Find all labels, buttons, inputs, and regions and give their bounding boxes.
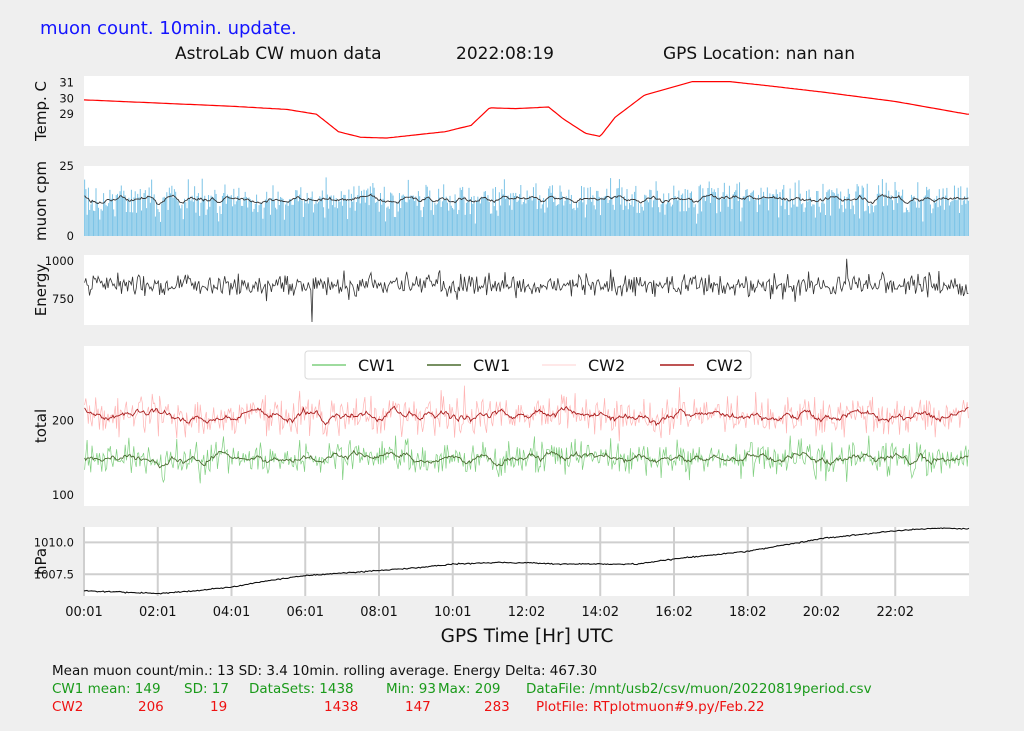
legend-label: CW1 [473,356,510,375]
total-legend: CW1 CW1 CW2 CW2 [304,350,752,380]
panel-2-background [84,166,969,236]
xtick-label: 22:02 [877,605,914,620]
cw1-datafile: DataFile: /mnt/usb2/csv/muon/20220819per… [526,681,872,697]
panel-1-background [84,76,969,146]
cw2-mean: 206 [138,699,164,715]
ytick-label: 1000 [45,254,74,268]
pressure-line [83,527,970,595]
ytick-label: 750 [52,292,74,306]
xtick-label: 20:02 [803,605,840,620]
xtick-label: 18:02 [729,605,766,620]
ylabel-muon_cpm: muon cpm [32,161,50,241]
xlabel: GPS Time [Hr] UTC [441,626,614,647]
xtick-label: 08:01 [360,605,397,620]
cw2-avg-line [84,405,969,427]
cw1-datasets: DataSets: 1438 [249,681,354,697]
ytick-label: 31 [59,75,74,89]
xtick-label: 06:01 [287,605,324,620]
legend-label: CW2 [588,356,625,375]
temperature-line [83,81,970,139]
ytick-label: 1007.5 [34,567,74,581]
chart-date: 2022:08:19 [456,44,554,64]
ytick-label: 30 [59,91,74,105]
ylabel-total: total [32,409,50,443]
update-note: muon count. 10min. update. [40,18,297,39]
muon-cpm-avg-line [84,193,969,205]
ytick-label: 1010.0 [34,535,74,549]
cw1-min: Min: 93 [386,681,436,697]
cw1-mean: CW1 mean: 149 [52,681,161,697]
chart-title: AstroLab CW muon data [175,44,382,64]
pressure-grid [83,527,969,596]
cw1-raw-line [84,435,969,484]
cw2-label: CW2 [52,699,84,715]
ytick-label: 25 [59,159,74,173]
cw2-min: 147 [405,699,431,715]
xtick-label: 02:01 [139,605,176,620]
cw1-avg-line [84,449,969,469]
legend-label: CW1 [358,356,395,375]
xtick-label: 00:01 [65,605,102,620]
ytick-label: 0 [67,229,74,243]
cw2-sd: 19 [210,699,228,715]
xtick-label: 14:02 [582,605,619,620]
energy-line [84,258,969,323]
xtick-label: 12:02 [508,605,545,620]
legend-box [304,350,752,380]
ytick-label: 200 [52,413,74,427]
cw2-raw-line [84,385,969,442]
ytick-label: 29 [59,107,74,121]
gps-location: GPS Location: nan nan [663,44,855,64]
cw1-max: Max: 209 [438,681,501,697]
xtick-label: 10:01 [434,605,471,620]
ytick-label: 100 [52,488,74,502]
stats-summary: Mean muon count/min.: 13 SD: 3.4 10min. … [52,663,598,679]
legend-label: CW2 [706,356,743,375]
muon-cpm-bars [84,177,969,236]
cw2-datasets: 1438 [324,699,359,715]
panel-3-background [84,255,969,325]
xtick-label: 04:01 [213,605,250,620]
ylabel-pressure: hPa [32,548,50,575]
cw2-plotfile: PlotFile: RTplotmuon#9.py/Feb.22 [536,699,765,715]
ylabel-temperature: Temp. C [32,81,50,142]
ylabel-energy: Energy [32,264,50,317]
cw1-sd: SD: 17 [184,681,229,697]
xtick-label: 16:02 [655,605,692,620]
cw2-max: 283 [484,699,510,715]
